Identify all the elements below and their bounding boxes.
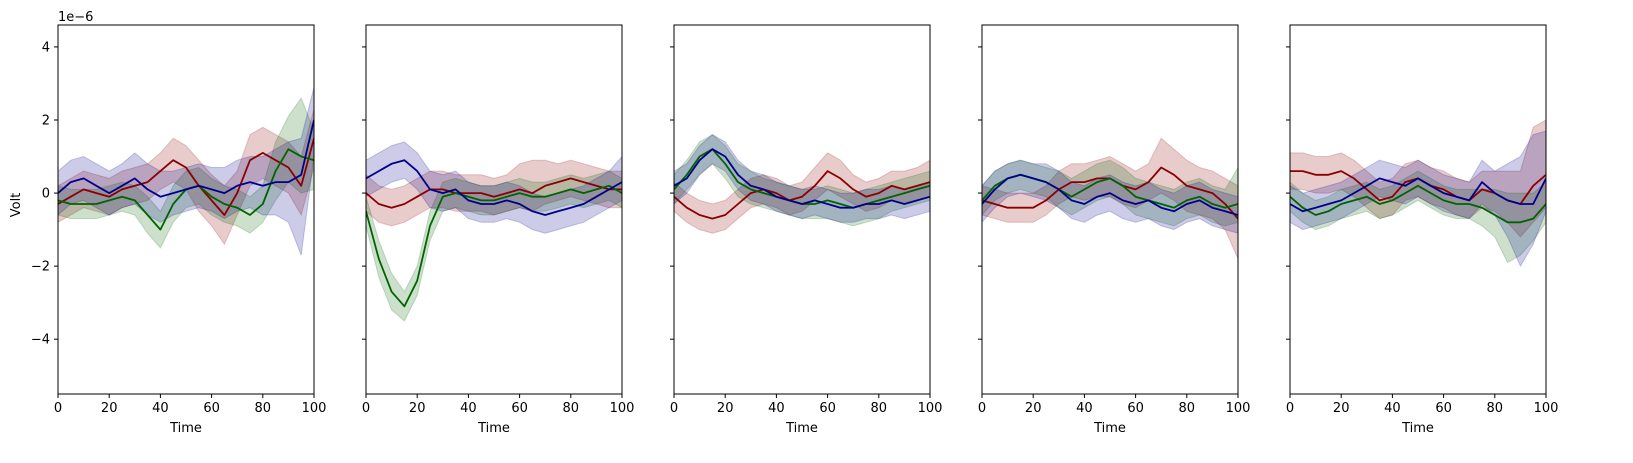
line-red-panel-1	[58, 138, 314, 216]
x-tick-label: 20	[409, 401, 426, 416]
line-green-panel-2	[366, 184, 622, 308]
axes-frame	[1289, 24, 1547, 395]
x-tick-label: 60	[1127, 401, 1144, 416]
x-tick-label: 40	[1076, 401, 1093, 416]
y-tick-label: −2	[31, 260, 50, 275]
band-blue-panel-1	[58, 86, 314, 256]
x-tick-label: 0	[670, 401, 678, 416]
x-tick-label: 80	[1487, 401, 1504, 416]
line-green-panel-5	[1290, 184, 1546, 224]
x-tick-label: 60	[819, 401, 836, 416]
band-blue-panel-5	[1290, 130, 1546, 268]
x-tick-label: 20	[1025, 401, 1042, 416]
band-blue-panel-3	[674, 133, 930, 223]
line-blue-panel-5	[1290, 177, 1546, 213]
x-tick-label: 20	[1333, 401, 1350, 416]
y-tick-label: 4	[42, 40, 50, 55]
line-blue-panel-4	[982, 173, 1238, 216]
x-tick-label: 100	[1534, 401, 1559, 416]
y-tick-label: 0	[42, 187, 50, 202]
line-red-panel-2	[366, 177, 622, 209]
x-tick-label: 60	[1435, 401, 1452, 416]
axes-frame	[365, 24, 623, 395]
y-offset-label: 1e−6	[58, 10, 93, 25]
x-axis-label: Time	[477, 421, 510, 436]
x-tick-label: 0	[362, 401, 370, 416]
x-tick-label: 60	[203, 401, 220, 416]
line-blue-panel-1	[58, 119, 314, 198]
x-tick-label: 80	[563, 401, 580, 416]
panel-4: 0 20 40 60 80 100 Time	[978, 24, 1251, 436]
axes-frame	[673, 24, 931, 395]
x-tick-label: 100	[610, 401, 635, 416]
plot-area	[1290, 119, 1546, 268]
panel-2: 0 20 40 60 80 100 Time	[362, 24, 635, 436]
x-tick-label: 80	[871, 401, 888, 416]
x-tick-label: 0	[978, 401, 986, 416]
x-tick-label: 80	[255, 401, 272, 416]
x-tick-label: 40	[768, 401, 785, 416]
line-blue-panel-2	[366, 159, 622, 216]
x-tick-label: 20	[717, 401, 734, 416]
plot-area	[366, 141, 622, 322]
axes-frame	[981, 24, 1239, 395]
x-tick-label: 40	[152, 401, 169, 416]
line-red-panel-3	[674, 170, 930, 220]
y-tick-label: 2	[42, 113, 50, 128]
plot-area	[982, 137, 1238, 260]
y-tick-label: −4	[31, 333, 50, 348]
y-axis-label: Volt	[9, 193, 24, 218]
x-tick-label: 0	[54, 401, 62, 416]
x-tick-label: 80	[1179, 401, 1196, 416]
x-axis-label: Time	[169, 421, 202, 436]
band-red-panel-1	[58, 108, 314, 246]
plot-area	[58, 86, 314, 256]
panel-5: 0 20 40 60 80 100 Time	[1286, 24, 1559, 436]
x-axis-label: Time	[785, 421, 818, 436]
band-green-panel-1	[58, 97, 314, 249]
band-red-panel-4	[982, 137, 1238, 260]
x-tick-label: 60	[511, 401, 528, 416]
x-tick-label: 40	[1384, 401, 1401, 416]
x-tick-label: 100	[1226, 401, 1251, 416]
line-blue-panel-3	[674, 148, 930, 209]
x-axis-label: Time	[1093, 421, 1126, 436]
x-tick-label: 100	[918, 401, 943, 416]
plot-area	[674, 133, 930, 234]
panel-3: 0 20 40 60 80 100 Time	[670, 24, 943, 436]
x-axis-label: Time	[1401, 421, 1434, 436]
x-tick-label: 0	[1286, 401, 1294, 416]
x-tick-label: 40	[460, 401, 477, 416]
band-red-panel-2	[366, 159, 622, 227]
axes-frame	[57, 24, 315, 395]
x-tick-label: 100	[302, 401, 327, 416]
band-red-panel-3	[674, 152, 930, 234]
x-tick-label: 20	[101, 401, 118, 416]
